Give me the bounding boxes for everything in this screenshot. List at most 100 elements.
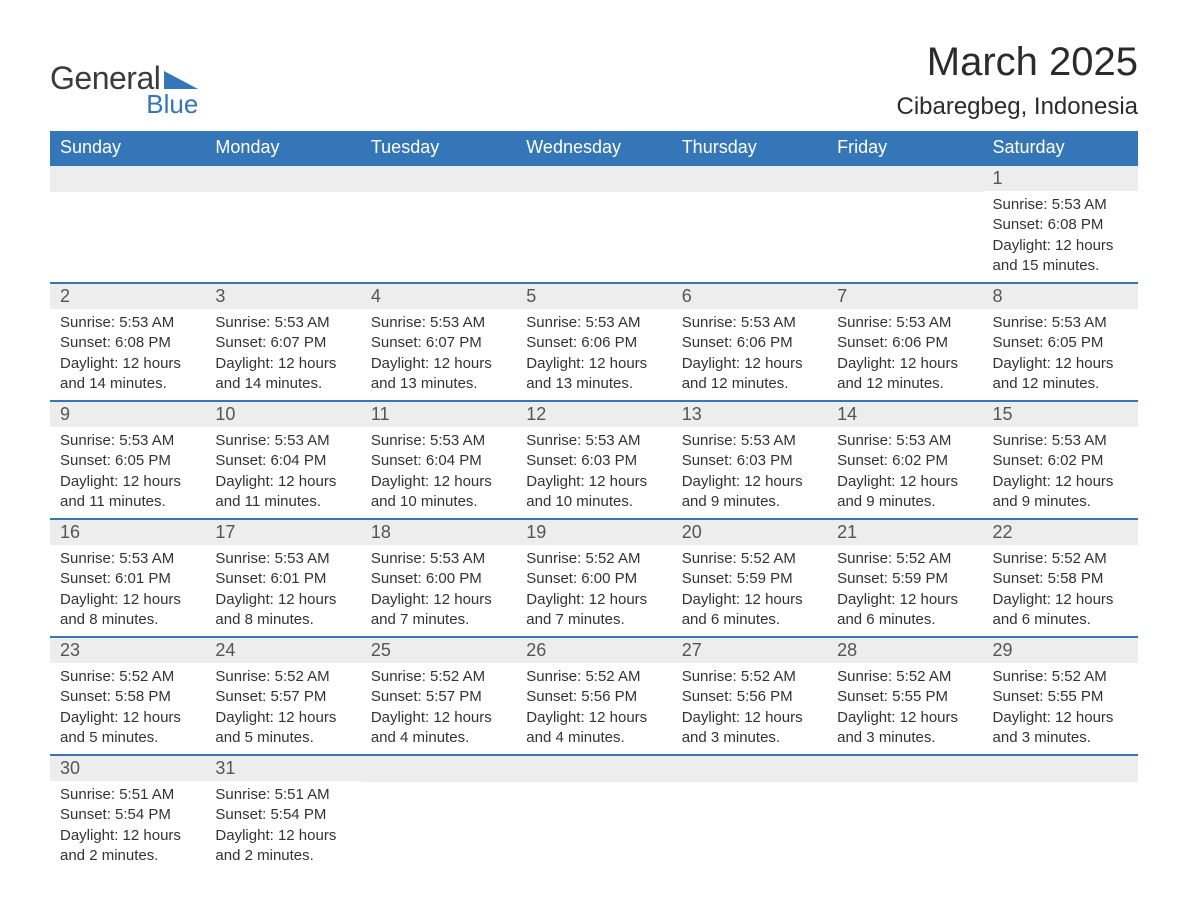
sunrise-text: Sunrise: 5:52 AM: [993, 667, 1128, 687]
day-number: 5: [516, 284, 671, 309]
calendar-day: 26Sunrise: 5:52 AMSunset: 5:56 PMDayligh…: [516, 637, 671, 755]
day-number: [983, 756, 1138, 782]
day-number: 24: [205, 638, 360, 663]
day-details: Sunrise: 5:52 AMSunset: 5:56 PMDaylight:…: [672, 663, 827, 754]
calendar-day: 22Sunrise: 5:52 AMSunset: 5:58 PMDayligh…: [983, 519, 1138, 637]
calendar-day: [827, 755, 982, 872]
day-number: 17: [205, 520, 360, 545]
calendar-day: 6Sunrise: 5:53 AMSunset: 6:06 PMDaylight…: [672, 283, 827, 401]
calendar-day: 2Sunrise: 5:53 AMSunset: 6:08 PMDaylight…: [50, 283, 205, 401]
sunset-text: Sunset: 6:07 PM: [215, 333, 350, 353]
header: General Blue March 2025 Cibaregbeg, Indo…: [50, 40, 1138, 121]
day-number: [205, 166, 360, 192]
day-details: Sunrise: 5:52 AMSunset: 5:59 PMDaylight:…: [672, 545, 827, 636]
calendar-day: 9Sunrise: 5:53 AMSunset: 6:05 PMDaylight…: [50, 401, 205, 519]
title-block: March 2025 Cibaregbeg, Indonesia: [896, 40, 1138, 121]
sunrise-text: Sunrise: 5:52 AM: [837, 667, 972, 687]
day-number: 13: [672, 402, 827, 427]
daylight-text: Daylight: 12 hours and 12 minutes.: [682, 354, 817, 395]
sunrise-text: Sunrise: 5:51 AM: [215, 785, 350, 805]
daylight-text: Daylight: 12 hours and 10 minutes.: [526, 472, 661, 513]
daylight-text: Daylight: 12 hours and 14 minutes.: [215, 354, 350, 395]
day-number: [516, 756, 671, 782]
calendar-day: [827, 165, 982, 283]
sunset-text: Sunset: 6:05 PM: [993, 333, 1128, 353]
sunrise-text: Sunrise: 5:52 AM: [60, 667, 195, 687]
day-details: Sunrise: 5:53 AMSunset: 6:04 PMDaylight:…: [361, 427, 516, 518]
sunset-text: Sunset: 6:01 PM: [215, 569, 350, 589]
sunset-text: Sunset: 5:56 PM: [526, 687, 661, 707]
day-header: Tuesday: [361, 131, 516, 165]
calendar-day: [672, 165, 827, 283]
day-number: [516, 166, 671, 192]
day-details: Sunrise: 5:53 AMSunset: 6:05 PMDaylight:…: [50, 427, 205, 518]
day-number: 3: [205, 284, 360, 309]
sunset-text: Sunset: 5:54 PM: [215, 805, 350, 825]
sunrise-text: Sunrise: 5:53 AM: [60, 549, 195, 569]
sunrise-text: Sunrise: 5:52 AM: [993, 549, 1128, 569]
sunrise-text: Sunrise: 5:52 AM: [215, 667, 350, 687]
logo: General Blue: [50, 40, 198, 120]
calendar-day: 7Sunrise: 5:53 AMSunset: 6:06 PMDaylight…: [827, 283, 982, 401]
calendar-day: 30Sunrise: 5:51 AMSunset: 5:54 PMDayligh…: [50, 755, 205, 872]
calendar-day: [516, 755, 671, 872]
day-number: 16: [50, 520, 205, 545]
calendar-day: 21Sunrise: 5:52 AMSunset: 5:59 PMDayligh…: [827, 519, 982, 637]
day-header: Saturday: [983, 131, 1138, 165]
day-details: Sunrise: 5:52 AMSunset: 5:59 PMDaylight:…: [827, 545, 982, 636]
day-number: 9: [50, 402, 205, 427]
calendar-day: 10Sunrise: 5:53 AMSunset: 6:04 PMDayligh…: [205, 401, 360, 519]
sunrise-text: Sunrise: 5:53 AM: [371, 431, 506, 451]
day-number: 25: [361, 638, 516, 663]
calendar-day: 19Sunrise: 5:52 AMSunset: 6:00 PMDayligh…: [516, 519, 671, 637]
day-details: Sunrise: 5:53 AMSunset: 6:02 PMDaylight:…: [827, 427, 982, 518]
day-details: Sunrise: 5:53 AMSunset: 6:06 PMDaylight:…: [516, 309, 671, 400]
calendar-day: 25Sunrise: 5:52 AMSunset: 5:57 PMDayligh…: [361, 637, 516, 755]
sunset-text: Sunset: 5:55 PM: [993, 687, 1128, 707]
day-details: Sunrise: 5:52 AMSunset: 5:55 PMDaylight:…: [983, 663, 1138, 754]
sunrise-text: Sunrise: 5:53 AM: [215, 549, 350, 569]
calendar-day: 12Sunrise: 5:53 AMSunset: 6:03 PMDayligh…: [516, 401, 671, 519]
calendar-day: 17 Sunrise: 5:53 AMSunset: 6:01 PMDayligh…: [205, 519, 360, 637]
day-details: Sunrise: 5:52 AMSunset: 5:58 PMDaylight:…: [983, 545, 1138, 636]
daylight-text: Daylight: 12 hours and 9 minutes.: [993, 472, 1128, 513]
daylight-text: Daylight: 12 hours and 9 minutes.: [682, 472, 817, 513]
daylight-text: Daylight: 12 hours and 13 minutes.: [526, 354, 661, 395]
daylight-text: Daylight: 12 hours and 7 minutes.: [371, 590, 506, 631]
sunset-text: Sunset: 6:07 PM: [371, 333, 506, 353]
daylight-text: Daylight: 12 hours and 9 minutes.: [837, 472, 972, 513]
calendar-day: 14Sunrise: 5:53 AMSunset: 6:02 PMDayligh…: [827, 401, 982, 519]
day-number: 29: [983, 638, 1138, 663]
calendar-day: 11Sunrise: 5:53 AMSunset: 6:04 PMDayligh…: [361, 401, 516, 519]
sunrise-text: Sunrise: 5:53 AM: [526, 431, 661, 451]
calendar-day: 20Sunrise: 5:52 AMSunset: 5:59 PMDayligh…: [672, 519, 827, 637]
day-details: Sunrise: 5:51 AMSunset: 5:54 PMDaylight:…: [50, 781, 205, 872]
day-details: Sunrise: 5:53 AMSunset: 6:08 PMDaylight:…: [50, 309, 205, 400]
sunset-text: Sunset: 6:08 PM: [993, 215, 1128, 235]
day-number: 4: [361, 284, 516, 309]
day-details: Sunrise: 5:51 AMSunset: 5:54 PMDaylight:…: [205, 781, 360, 872]
daylight-text: Daylight: 12 hours and 8 minutes.: [215, 590, 350, 631]
sunrise-text: Sunrise: 5:52 AM: [526, 667, 661, 687]
daylight-text: Daylight: 12 hours and 4 minutes.: [371, 708, 506, 749]
sunrise-text: Sunrise: 5:53 AM: [993, 313, 1128, 333]
daylight-text: Daylight: 12 hours and 15 minutes.: [993, 236, 1128, 277]
daylight-text: Daylight: 12 hours and 7 minutes.: [526, 590, 661, 631]
sunset-text: Sunset: 6:00 PM: [526, 569, 661, 589]
sunrise-text: Sunrise: 5:53 AM: [837, 313, 972, 333]
day-header: Thursday: [672, 131, 827, 165]
sunrise-text: Sunrise: 5:53 AM: [526, 313, 661, 333]
sunset-text: Sunset: 6:00 PM: [371, 569, 506, 589]
day-details: Sunrise: 5:52 AMSunset: 5:58 PMDaylight:…: [50, 663, 205, 754]
daylight-text: Daylight: 12 hours and 12 minutes.: [837, 354, 972, 395]
day-number: 8: [983, 284, 1138, 309]
day-number: 20: [672, 520, 827, 545]
day-header: Sunday: [50, 131, 205, 165]
sunrise-text: Sunrise: 5:53 AM: [371, 549, 506, 569]
sunset-text: Sunset: 5:58 PM: [993, 569, 1128, 589]
day-details: Sunrise: 5:53 AMSunset: 6:06 PMDaylight:…: [827, 309, 982, 400]
calendar-day: 29Sunrise: 5:52 AMSunset: 5:55 PMDayligh…: [983, 637, 1138, 755]
day-details: Sunrise: 5:52 AMSunset: 5:57 PMDaylight:…: [361, 663, 516, 754]
calendar-week: 9Sunrise: 5:53 AMSunset: 6:05 PMDaylight…: [50, 401, 1138, 519]
sunset-text: Sunset: 6:06 PM: [526, 333, 661, 353]
